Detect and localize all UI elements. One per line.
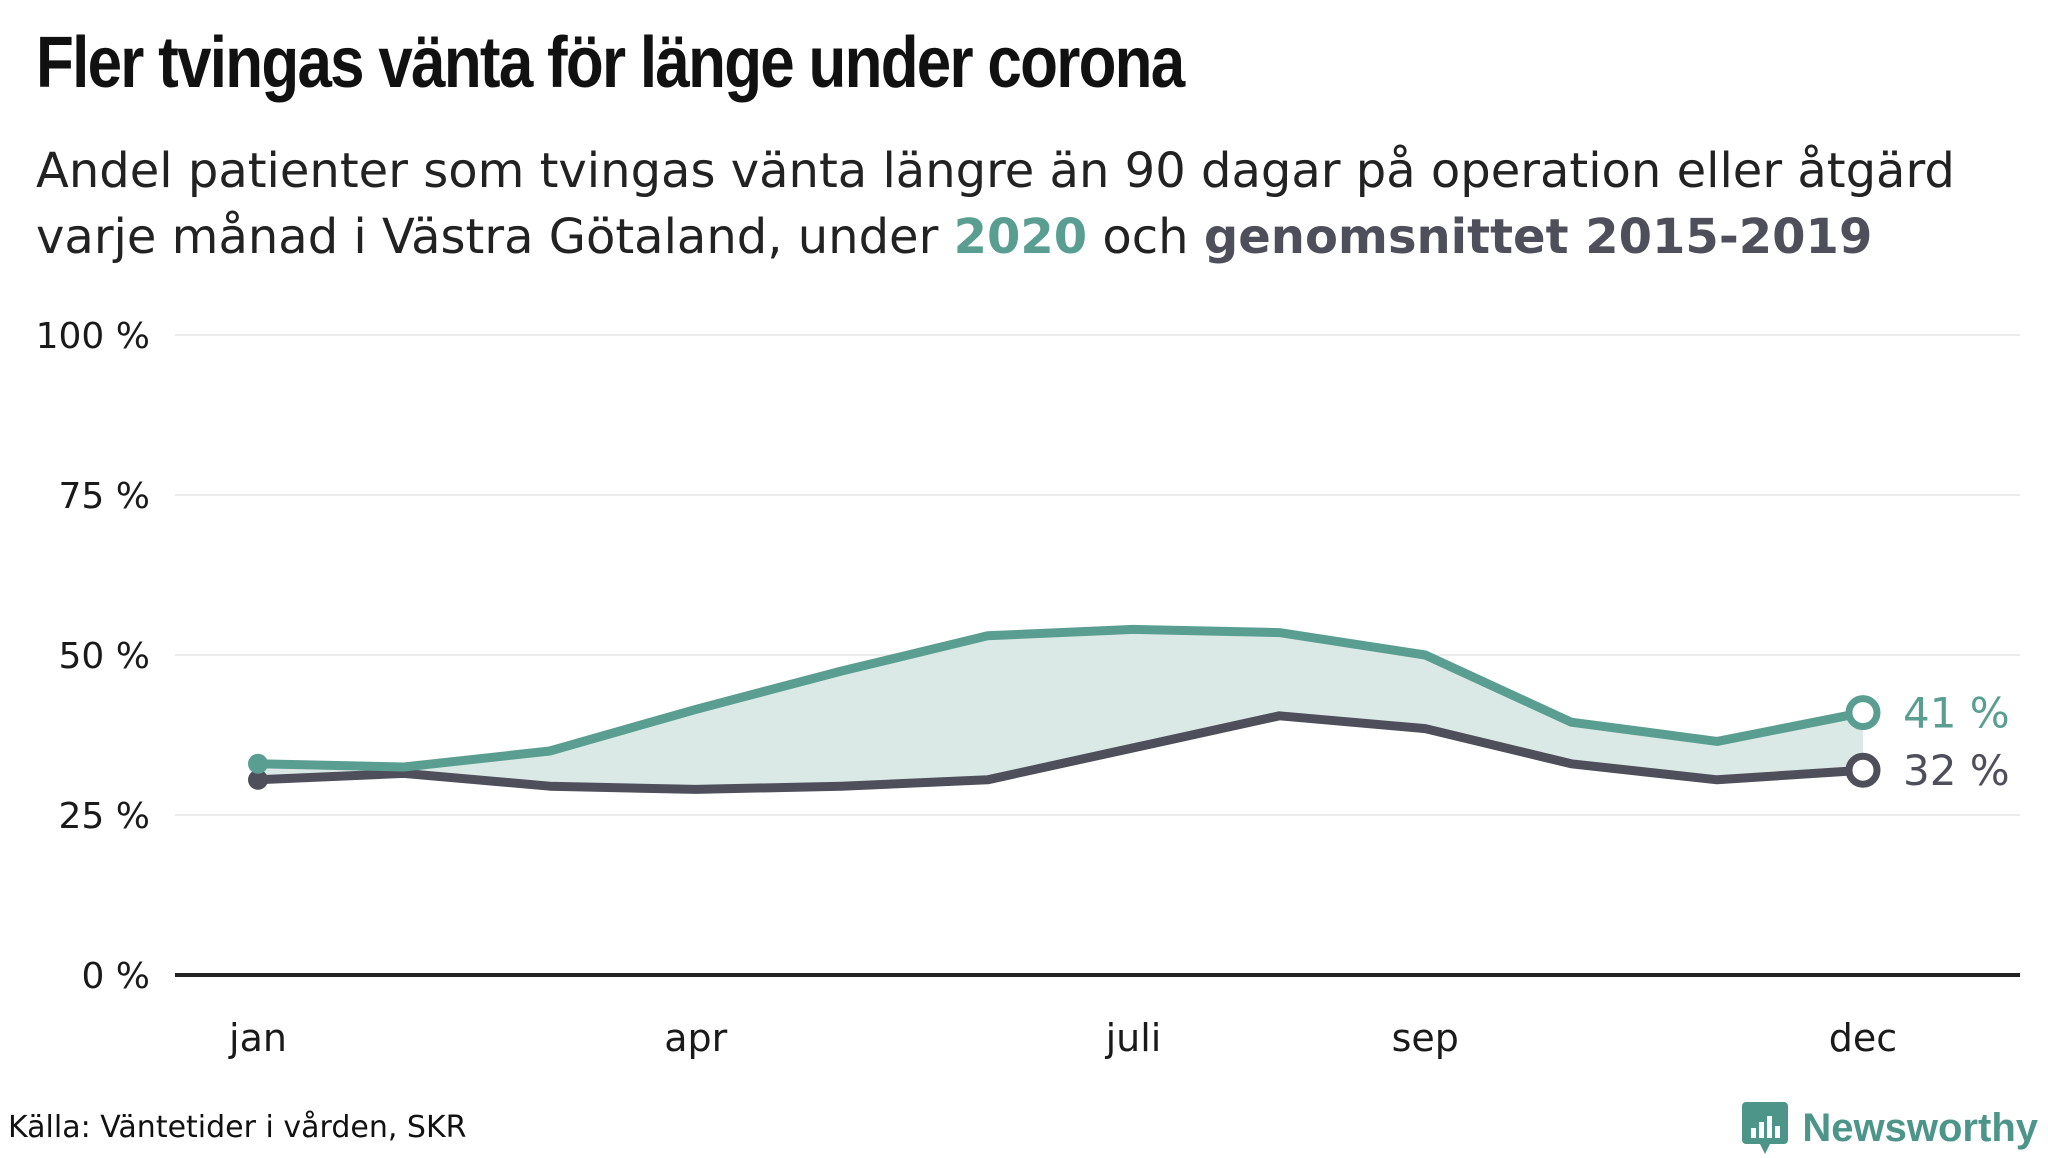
subtitle-highlight-2020: 2020 — [953, 209, 1088, 265]
x-tick-label: apr — [664, 1016, 727, 1060]
series-lines — [253, 624, 1868, 794]
x-tick-label: juli — [1105, 1016, 1162, 1060]
subtitle-highlight-average: genomsnittet 2015-2019 — [1203, 209, 1873, 265]
y-tick-label: 50 % — [59, 636, 150, 677]
end-point-y2020 — [1845, 695, 1881, 731]
source-note: Källa: Väntetider i vården, SKR — [8, 1110, 467, 1145]
newsworthy-icon — [1742, 1102, 1789, 1154]
start-point-avg — [248, 769, 268, 790]
y-tick-label: 0 % — [81, 956, 150, 997]
series-line-y2020 — [253, 624, 1868, 772]
brand-logo: Newsworthy — [1740, 1098, 2038, 1158]
x-tick-label: sep — [1392, 1016, 1459, 1060]
end-label-y2020: 41 % — [1903, 689, 2010, 738]
x-tick-labels: jan apr juli sep dec — [228, 1016, 1897, 1060]
chart-subtitle: Andel patienter som tvingas vänta längre… — [36, 138, 1955, 270]
difference-band — [258, 629, 1863, 790]
subtitle-line-1: Andel patienter som tvingas vänta längre… — [36, 143, 1955, 199]
chart-title: Fler tvingas vänta för länge under coron… — [36, 23, 1185, 103]
gridlines — [175, 334, 2020, 816]
end-label-avg: 32 % — [1903, 746, 2010, 795]
subtitle-line-2: varje månad i Västra Götaland, under 202… — [36, 204, 1955, 270]
series-line-avg — [253, 711, 1868, 794]
brand-name: Newsworthy — [1802, 1105, 2038, 1150]
subtitle-text-mid: och — [1087, 209, 1204, 265]
y-tick-label: 100 % — [36, 316, 150, 357]
x-tick-label: jan — [228, 1016, 287, 1060]
difference-band-area — [258, 629, 1863, 790]
x-tick-label: dec — [1829, 1016, 1897, 1060]
y-tick-label: 75 % — [59, 476, 150, 517]
line-chart: 0 % 25 % 50 % 75 % 100 % jan apr juli sep dec 32… — [36, 316, 2020, 1060]
series-points — [248, 695, 1881, 790]
start-point-y2020 — [248, 753, 268, 774]
y-tick-label: 25 % — [59, 796, 150, 837]
end-value-labels: 32 % 41 % — [1903, 689, 2010, 796]
subtitle-text-pre: varje månad i Västra Götaland, under — [36, 209, 954, 265]
y-tick-labels: 0 % 25 % 50 % 75 % 100 % — [36, 316, 150, 997]
end-point-avg — [1845, 752, 1881, 788]
